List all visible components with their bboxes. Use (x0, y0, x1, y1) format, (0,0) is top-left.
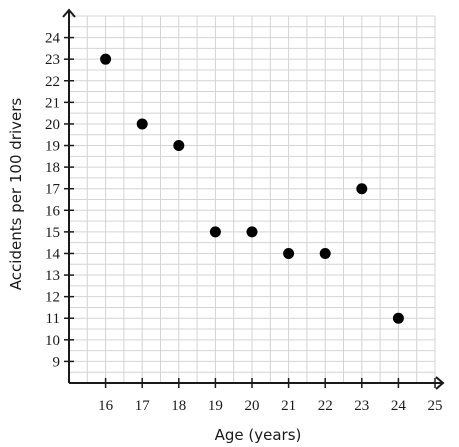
y-tick-label: 10 (45, 333, 60, 349)
data-point (283, 247, 295, 259)
y-tick-label: 18 (45, 160, 60, 176)
y-tick-label: 15 (45, 225, 60, 241)
data-point (136, 118, 148, 130)
y-tick-label: 16 (45, 203, 61, 219)
x-tick-label: 17 (135, 398, 151, 414)
x-tick-label: 21 (281, 398, 296, 414)
y-tick-label: 9 (53, 354, 61, 370)
y-tick-label: 11 (46, 311, 60, 327)
y-tick-label: 13 (45, 268, 60, 284)
data-point (392, 312, 404, 324)
y-tick-label: 21 (45, 95, 60, 111)
x-axis-ticks: 16 17 18 19 20 21 22 23 24 25 (98, 378, 443, 414)
y-tick-label: 24 (45, 31, 61, 47)
data-point (100, 53, 112, 65)
x-tick-label: 18 (171, 398, 186, 414)
x-tick-label: 22 (318, 398, 333, 414)
x-axis-title: Age (years) (215, 426, 302, 444)
data-point (319, 247, 331, 259)
y-tick-label: 23 (45, 52, 60, 68)
x-tick-label: 25 (428, 398, 443, 414)
axes (62, 8, 445, 390)
y-tick-label: 20 (45, 117, 60, 133)
x-tick-label: 16 (98, 398, 114, 414)
x-tick-label: 20 (245, 398, 260, 414)
x-tick-label: 24 (391, 398, 407, 414)
grid (69, 15, 436, 383)
x-tick-label: 19 (208, 398, 223, 414)
y-axis-ticks: 9 10 11 12 13 14 15 16 17 18 19 20 21 22 23 24 (45, 31, 74, 370)
data-points (100, 53, 404, 324)
x-tick-label: 23 (354, 398, 369, 414)
y-axis-arrow (62, 8, 76, 18)
y-tick-label: 22 (45, 74, 60, 90)
data-point (246, 226, 258, 238)
y-tick-label: 19 (45, 139, 60, 155)
data-point (209, 226, 221, 238)
y-axis-title: Accidents per 100 drivers (7, 98, 25, 291)
data-point (173, 140, 185, 152)
y-tick-label: 17 (45, 182, 61, 198)
y-tick-label: 12 (45, 290, 60, 306)
y-tick-label: 14 (45, 246, 61, 262)
data-point (356, 183, 368, 195)
x-axis-arrow (435, 376, 445, 390)
